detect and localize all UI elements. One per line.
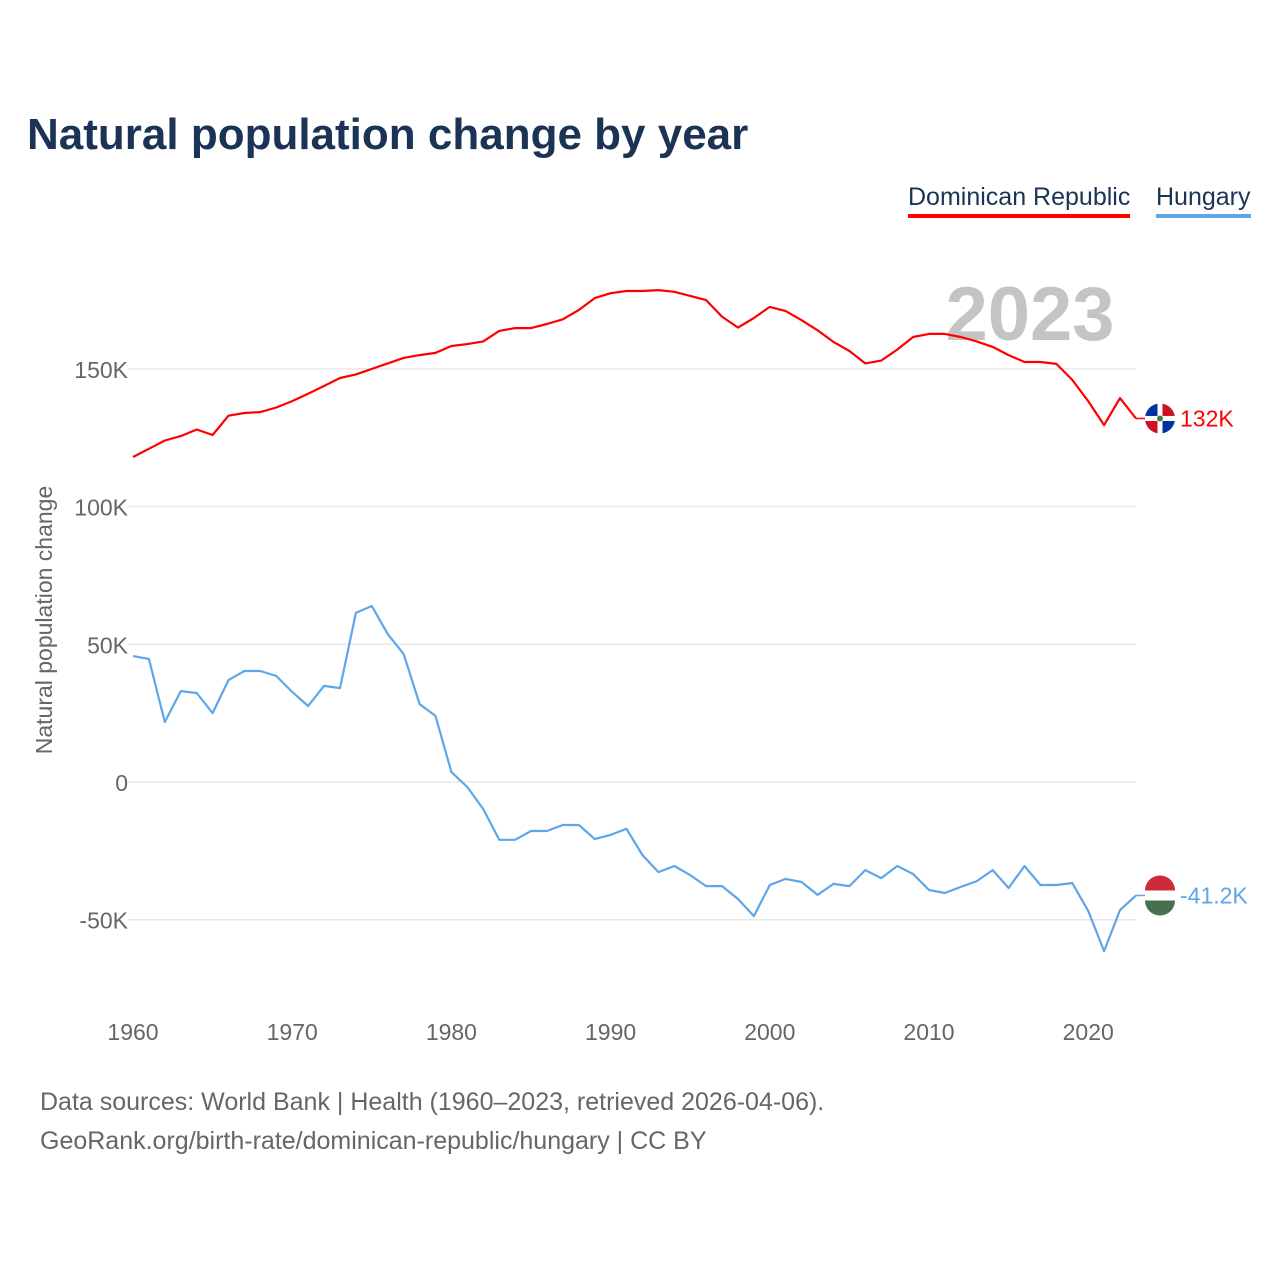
y-tick-label: 150K (74, 357, 128, 383)
footer-attribution[interactable]: GeoRank.org/birth-rate/dominican-republi… (40, 1127, 707, 1155)
flag-stripe (1145, 875, 1175, 891)
y-tick-label: 50K (87, 632, 129, 658)
flag-stripe (1145, 900, 1175, 916)
flag-q (1145, 403, 1160, 419)
chart-title: Natural population change by year (27, 110, 749, 159)
series-line-dominican-republic (132, 289, 1137, 458)
legend-item-dominican-republic[interactable]: Dominican Republic (908, 183, 1131, 218)
end-value-label: -41.2K (1180, 882, 1248, 908)
y-axis-label: Natural population change (31, 486, 57, 755)
flag-q (1160, 403, 1175, 419)
y-tick-label: 100K (74, 495, 128, 521)
x-tick-label: 2000 (744, 1019, 795, 1045)
footer-sources: Data sources: World Bank | Health (1960–… (40, 1088, 825, 1116)
flag-stripe (1145, 890, 1175, 901)
x-tick-label: 1960 (107, 1019, 158, 1045)
x-tick-label: 1970 (267, 1019, 318, 1045)
dominican-republic-flag-icon (1145, 403, 1175, 434)
end-value-label: 132K (1180, 405, 1234, 431)
flag-q (1160, 418, 1175, 434)
y-tick-label: -50K (79, 908, 128, 934)
flag-emblem (1157, 415, 1163, 422)
x-tick-label: 2020 (1063, 1019, 1114, 1045)
x-tick-label: 2010 (903, 1019, 954, 1045)
legend-item-hungary[interactable]: Hungary (1156, 183, 1251, 218)
flag-q (1145, 418, 1160, 434)
year-watermark: 2023 (945, 272, 1114, 357)
hungary-flag-icon (1145, 875, 1175, 916)
series-line-hungary (132, 604, 1137, 953)
y-tick-label: 0 (115, 770, 128, 796)
x-tick-label: 1990 (585, 1019, 636, 1045)
x-tick-label: 1980 (426, 1019, 477, 1045)
